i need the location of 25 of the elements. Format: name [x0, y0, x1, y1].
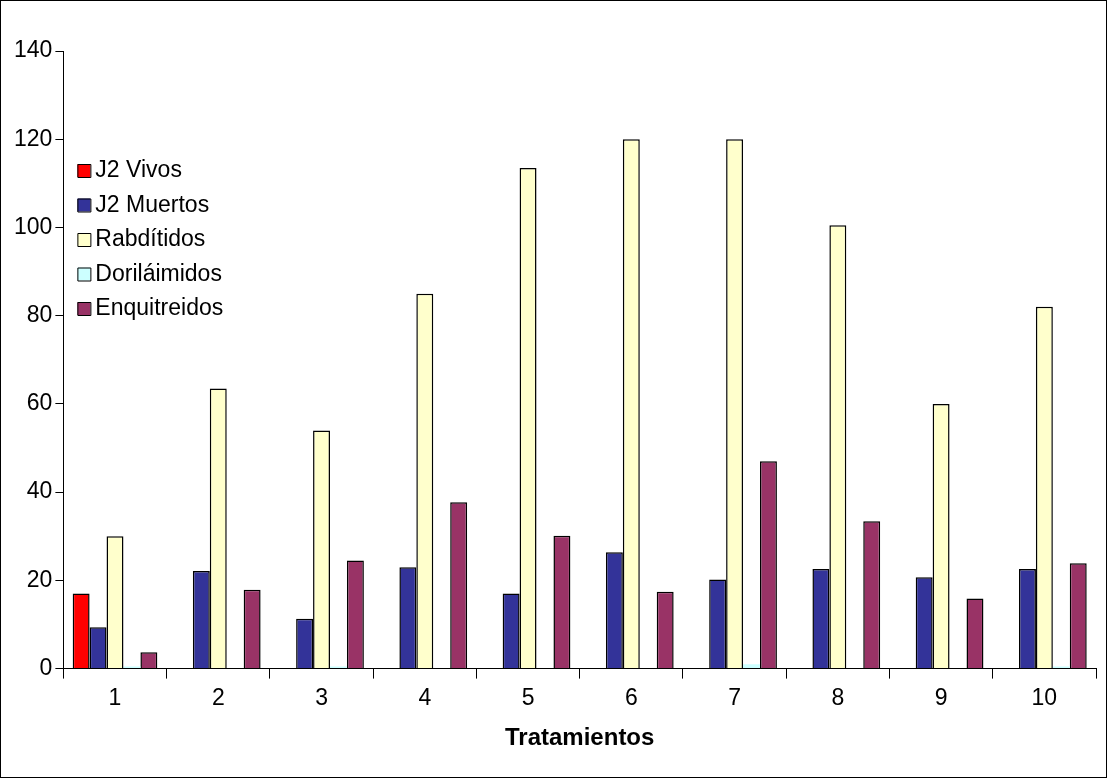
x-tick-label: 7	[728, 683, 741, 710]
legend-label: Doriláimidos	[95, 259, 222, 286]
x-tick-label: 1	[108, 683, 122, 710]
x-tick-label: 9	[934, 683, 948, 710]
y-tick-label: 60	[26, 389, 53, 416]
y-tick-label: 100	[14, 212, 53, 239]
x-axis-title: Tratamientos	[504, 723, 655, 751]
x-tick-label: 2	[211, 683, 225, 710]
y-tick-label: 40	[26, 477, 53, 504]
x-tick-label: 6	[624, 683, 638, 710]
y-tick-label: 80	[26, 301, 53, 328]
legend-label: Rabdítidos	[95, 225, 206, 252]
x-tick-label: 8	[831, 683, 845, 710]
legend-label: J2 Muertos	[95, 190, 210, 217]
y-tick-label: 0	[39, 653, 53, 680]
x-tick-label: 4	[418, 683, 432, 710]
bar	[743, 664, 760, 669]
x-tick-label: 3	[315, 683, 328, 710]
legend-label: Enquitreidos	[95, 294, 224, 321]
y-tick-label: 20	[26, 565, 53, 592]
y-tick-label: 140	[14, 36, 53, 63]
legend-label: J2 Vivos	[95, 156, 182, 183]
x-tick-label: 5	[521, 683, 535, 710]
y-tick-label: 120	[14, 124, 53, 151]
x-tick-label: 10	[1031, 683, 1058, 710]
